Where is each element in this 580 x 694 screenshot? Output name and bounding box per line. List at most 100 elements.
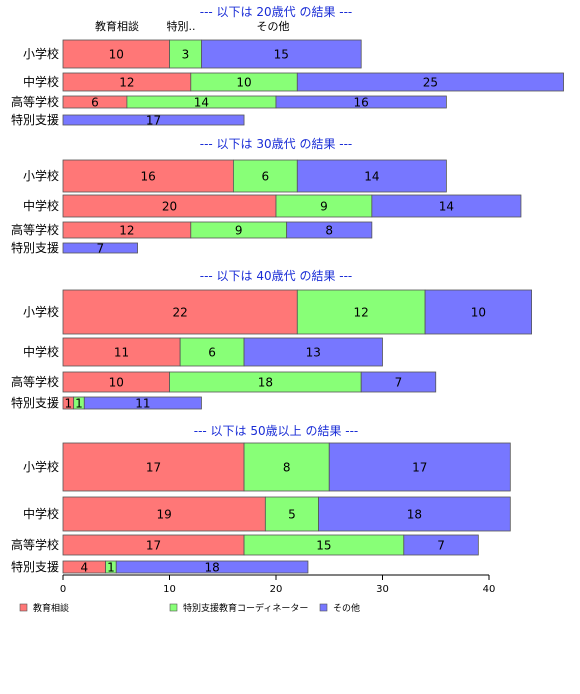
- category-label: 特別支援: [11, 395, 59, 410]
- data-label: 16: [141, 170, 156, 184]
- data-label: 25: [423, 76, 438, 90]
- column-header: その他: [257, 20, 290, 33]
- data-label: 7: [395, 376, 403, 390]
- bar-segment: [286, 221, 373, 239]
- bar-segment: [201, 39, 362, 69]
- bar-segment: [62, 442, 245, 492]
- data-label: 6: [208, 346, 216, 360]
- bar-segment: [179, 337, 245, 367]
- legend-label: その他: [333, 602, 360, 614]
- data-label: 5: [288, 508, 296, 522]
- data-label: 8: [283, 461, 291, 475]
- data-label: 10: [471, 306, 486, 320]
- bar-segment: [62, 242, 138, 254]
- bar-segment: [62, 159, 234, 193]
- data-label: 4: [80, 561, 88, 575]
- bar-segment: [232, 159, 298, 193]
- x-tick-label: 30: [376, 584, 389, 595]
- category-label: 特別支援: [11, 240, 59, 255]
- data-label: 1: [65, 397, 73, 411]
- data-label: 14: [439, 200, 454, 214]
- data-label: 14: [364, 170, 379, 184]
- data-label: 3: [182, 48, 190, 62]
- data-label: 12: [354, 306, 369, 320]
- legend-label: 特別支援教育コーディネーター: [183, 602, 308, 614]
- category-label: 小学校: [23, 304, 59, 319]
- category-label: 高等学校: [11, 222, 59, 237]
- legend-label: 教育相談: [33, 602, 69, 614]
- data-label: 22: [173, 306, 188, 320]
- panel-title: --- 以下は 50歳以上 の結果 ---: [194, 424, 359, 438]
- bar-segment: [62, 39, 170, 69]
- data-label: 11: [135, 397, 150, 411]
- x-tick-label: 0: [60, 584, 66, 595]
- data-label: 18: [204, 561, 219, 575]
- bar-segment: [62, 337, 181, 367]
- column-header: 特別..: [167, 19, 196, 33]
- category-label: 特別支援: [11, 559, 59, 574]
- category-label: 小学校: [23, 168, 59, 183]
- bar-segment: [403, 534, 479, 556]
- data-label: 6: [91, 96, 99, 110]
- category-label: 中学校: [23, 198, 59, 213]
- data-label: 1: [107, 561, 115, 575]
- data-label: 6: [262, 170, 270, 184]
- bar-segment: [243, 337, 383, 367]
- data-label: 9: [235, 224, 243, 238]
- data-label: 15: [274, 48, 289, 62]
- column-header: 教育相談: [95, 19, 139, 33]
- bar-segment: [264, 496, 320, 532]
- data-label: 19: [157, 508, 172, 522]
- bar-segment: [328, 442, 511, 492]
- bar-segment: [360, 371, 437, 393]
- category-label: 小学校: [23, 46, 59, 61]
- data-label: 7: [96, 242, 104, 256]
- category-label: 中学校: [23, 74, 59, 89]
- legend-swatch: [319, 603, 328, 612]
- category-label: 高等学校: [11, 374, 59, 389]
- category-label: 小学校: [23, 459, 59, 474]
- bar-segment: [115, 560, 309, 574]
- x-tick-label: 20: [270, 584, 283, 595]
- data-label: 12: [119, 224, 134, 238]
- data-label: 20: [162, 200, 177, 214]
- data-label: 11: [114, 346, 129, 360]
- data-label: 15: [316, 539, 331, 553]
- category-label: 中学校: [23, 344, 59, 359]
- data-label: 17: [146, 461, 161, 475]
- data-label: 9: [320, 200, 328, 214]
- bar-segment: [275, 95, 447, 109]
- data-label: 10: [109, 48, 124, 62]
- x-tick-label: 40: [483, 584, 496, 595]
- panel-title: --- 以下は 40歳代 の結果 ---: [200, 269, 353, 283]
- bar-segment: [296, 289, 426, 335]
- bar-segment: [318, 496, 511, 532]
- data-label: 14: [194, 96, 209, 110]
- data-label: 1: [75, 397, 83, 411]
- data-label: 16: [354, 96, 369, 110]
- data-label: 10: [109, 376, 124, 390]
- bar-segment: [371, 194, 522, 218]
- legend-swatch: [19, 603, 28, 612]
- data-label: 13: [306, 346, 321, 360]
- data-label: 17: [412, 461, 427, 475]
- bar-segment: [424, 289, 533, 335]
- data-label: 18: [258, 376, 273, 390]
- data-label: 17: [146, 539, 161, 553]
- data-label: 7: [437, 539, 445, 553]
- data-label: 17: [146, 114, 161, 128]
- bar-segment: [296, 159, 447, 193]
- legend-swatch: [169, 603, 178, 612]
- panel-title: --- 以下は 30歳代 の結果 ---: [200, 137, 353, 151]
- category-label: 特別支援: [11, 112, 59, 127]
- bar-segment: [62, 114, 245, 126]
- bar-segment: [62, 289, 298, 335]
- bar-segment: [296, 72, 564, 92]
- data-label: 12: [119, 76, 134, 90]
- bar-segment: [243, 442, 330, 492]
- data-label: 10: [236, 76, 251, 90]
- panel-title: --- 以下は 20歳代 の結果 ---: [200, 5, 353, 19]
- category-label: 高等学校: [11, 94, 59, 109]
- bar-segment: [83, 396, 202, 410]
